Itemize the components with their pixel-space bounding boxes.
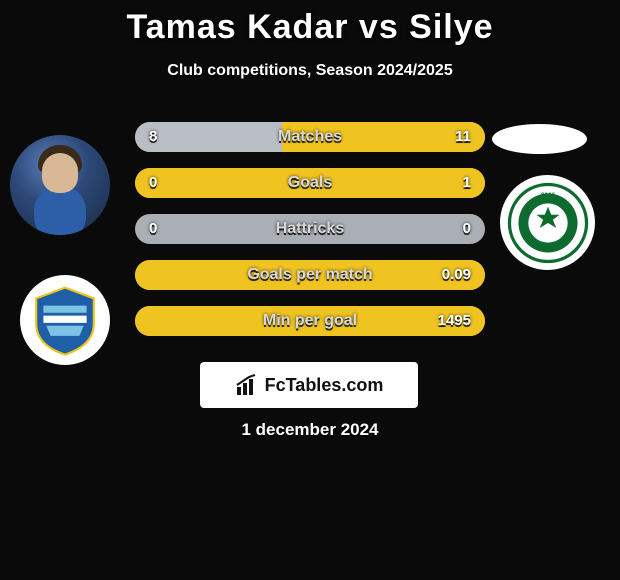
stat-bar-base <box>135 214 485 244</box>
club-left-logo <box>20 275 110 365</box>
date-label: 1 december 2024 <box>0 420 620 440</box>
player-left-avatar <box>10 135 110 235</box>
stat-bar-left-fill <box>135 122 282 152</box>
chart-icon <box>235 373 259 397</box>
comparison-infographic: Tamas Kadar vs Silye Club competitions, … <box>0 0 620 580</box>
stat-row: Min per goal1495 <box>135 306 485 336</box>
stat-bar <box>135 168 485 198</box>
stat-row: Matches811 <box>135 122 485 152</box>
club-badge-icon: 2006 <box>507 182 589 264</box>
club-right-oval <box>492 124 587 154</box>
branding-box: FcTables.com <box>200 362 418 408</box>
stat-bar <box>135 260 485 290</box>
stat-bar-right-fill <box>135 168 485 198</box>
svg-text:2006: 2006 <box>540 191 555 198</box>
stat-row: Hattricks00 <box>135 214 485 244</box>
page-title: Tamas Kadar vs Silye <box>0 8 620 47</box>
branding-text: FcTables.com <box>265 375 384 396</box>
stats-bars: Matches811 Goals01 Hattricks00 Goals per ma… <box>135 122 485 352</box>
club-right-logo: 2006 <box>500 175 595 270</box>
stat-row: Goals01 <box>135 168 485 198</box>
stat-bar <box>135 306 485 336</box>
stat-bar-right-fill <box>135 260 485 290</box>
stat-bar <box>135 214 485 244</box>
stat-bar-right-fill <box>282 122 485 152</box>
shield-icon <box>29 284 101 356</box>
stat-bar <box>135 122 485 152</box>
stat-row: Goals per match0.09 <box>135 260 485 290</box>
page-subtitle: Club competitions, Season 2024/2025 <box>0 62 620 80</box>
stat-bar-right-fill <box>135 306 485 336</box>
